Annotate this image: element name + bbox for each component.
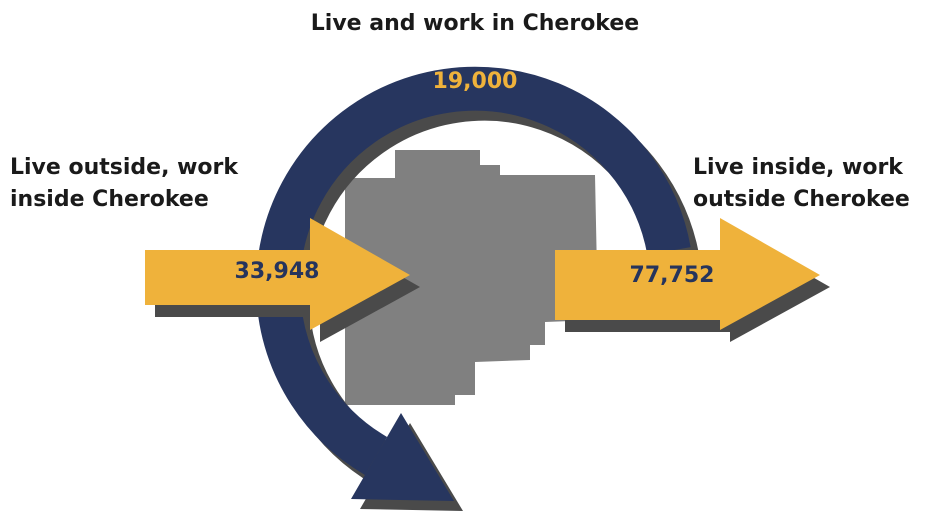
outflow-value: 77,752 [630, 263, 715, 288]
outflow-arrow [555, 218, 820, 330]
inflow-label: inside Cherokee [10, 187, 209, 212]
outflow-label: Live inside, work [693, 155, 904, 180]
title: Live and work in Cherokee [311, 11, 639, 36]
inflow-arrow [145, 218, 410, 330]
inflow-value: 33,948 [235, 259, 320, 284]
outflow-label: outside Cherokee [693, 187, 910, 212]
inflow-label: Live outside, work [10, 155, 239, 180]
internal-value: 19,000 [433, 69, 518, 94]
county-shape [345, 150, 598, 405]
loop-arrow [256, 66, 691, 501]
